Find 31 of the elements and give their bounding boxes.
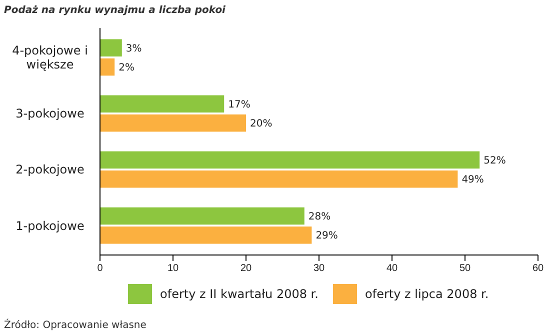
bar bbox=[100, 226, 312, 244]
data-label: 29% bbox=[316, 230, 338, 242]
x-tick-label: 40 bbox=[386, 263, 398, 274]
x-tick-label: 0 bbox=[97, 263, 104, 274]
x-tick-label: 50 bbox=[459, 263, 471, 274]
x-tick-label: 30 bbox=[313, 263, 325, 274]
x-tick-label: 20 bbox=[240, 263, 252, 274]
legend-label: oferty z II kwartału 2008 r. bbox=[160, 287, 318, 302]
bar bbox=[100, 58, 115, 76]
bar bbox=[100, 170, 458, 188]
text: Źródło: Opracowanie własne bbox=[4, 318, 146, 331]
data-label: 49% bbox=[462, 174, 484, 186]
x-tick-label: 10 bbox=[167, 263, 179, 274]
data-label: 17% bbox=[228, 99, 250, 110]
y-tick-label: 1-pokojowe bbox=[16, 218, 84, 233]
y-tick-label: 2-pokojowe bbox=[16, 162, 84, 177]
legend-label: oferty z lipca 2008 r. bbox=[365, 287, 489, 302]
bar bbox=[100, 39, 122, 56]
x-tick-label: 60 bbox=[532, 263, 544, 274]
data-label: 3% bbox=[126, 43, 142, 54]
data-label: 2% bbox=[118, 62, 134, 74]
bar bbox=[100, 114, 246, 132]
bar bbox=[100, 207, 304, 225]
chart-title: Podaż na rynku wynajmu a liczba pokoi bbox=[4, 5, 226, 16]
data-label: 28% bbox=[308, 211, 331, 222]
data-label: 20% bbox=[250, 118, 272, 130]
data-label: 52% bbox=[484, 155, 506, 166]
bar bbox=[100, 95, 224, 113]
bar bbox=[100, 151, 480, 169]
y-tick-label: 4-pokojowe i większe bbox=[12, 44, 88, 72]
y-tick-label: 3-pokojowe bbox=[16, 106, 84, 121]
